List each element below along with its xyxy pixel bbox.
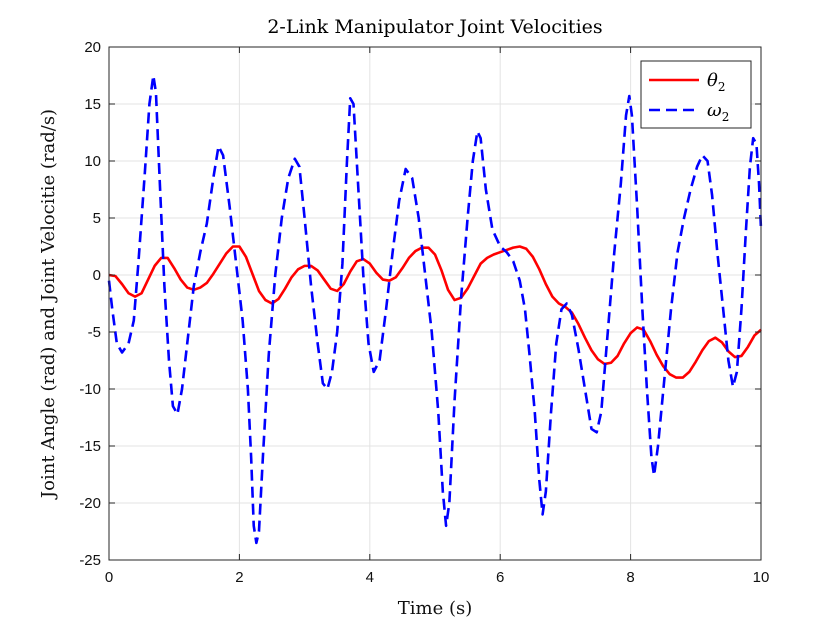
- x-tick-label: 6: [496, 569, 504, 586]
- legend-label: ω2: [707, 100, 729, 124]
- y-axis-label: Joint Angle (rad) and Joint Velocitie (r…: [38, 109, 59, 500]
- x-tick-label: 0: [105, 569, 113, 586]
- x-tick-label: 4: [366, 569, 374, 586]
- y-tick-label: 20: [84, 39, 101, 56]
- y-tick-label: -20: [79, 495, 101, 512]
- legend-label: θ2: [707, 70, 725, 94]
- y-tick-label: -15: [79, 438, 101, 455]
- x-axis-label: Time (s): [398, 598, 473, 619]
- y-tick-label: -5: [88, 324, 101, 341]
- axes-frame: [108, 46, 762, 561]
- series-layer: [107, 74, 763, 545]
- y-tick-label: 5: [93, 210, 101, 227]
- legend-label-symbol: θ: [707, 70, 718, 91]
- series-line-theta2: [108, 245, 762, 379]
- y-tick-label: 10: [84, 153, 101, 170]
- y-tick-label: 0: [93, 267, 101, 284]
- x-tick-label: 10: [753, 569, 770, 586]
- legend-box: [640, 60, 752, 129]
- y-tick-label: -25: [79, 552, 101, 569]
- x-tick-label: 8: [626, 569, 634, 586]
- y-tick-label: 15: [84, 96, 101, 113]
- ticks-layer: 0 2 4 6 8 10 -25 -20 -15 -10 -5 0 5 10 15 20: [79, 39, 769, 586]
- plot-area: [109, 47, 761, 560]
- chart-title: 2-Link Manipulator Joint Velocities: [267, 16, 602, 38]
- legend-label-symbol: ω: [707, 100, 722, 121]
- series-line-omega2: [107, 74, 763, 545]
- legend-label-subscript: 2: [718, 80, 726, 94]
- x-tick-label: 2: [235, 569, 243, 586]
- legend-label-subscript: 2: [722, 110, 730, 124]
- y-tick-label: -10: [79, 381, 101, 398]
